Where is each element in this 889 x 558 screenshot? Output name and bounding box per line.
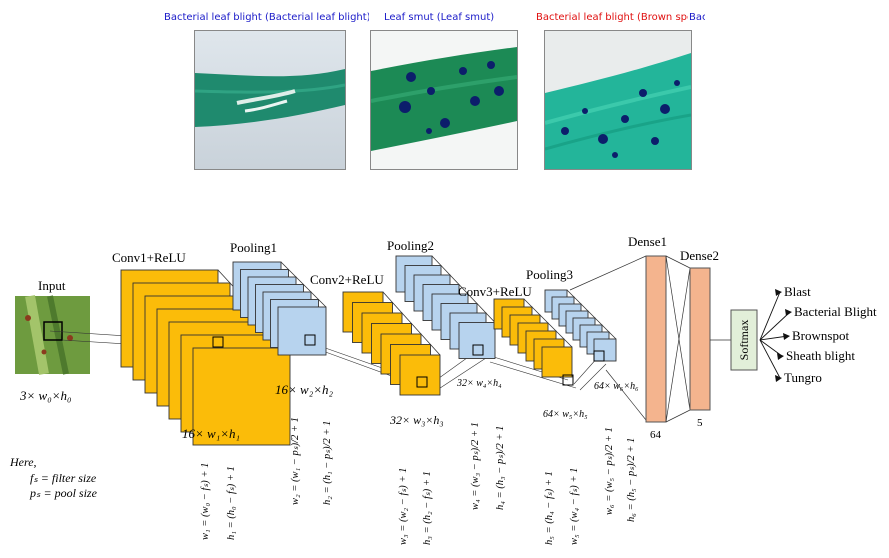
dimension-formula: h₁ = (h₀ − fₛ) + 1 — [226, 466, 237, 540]
legend-here: Here, — [9, 455, 37, 469]
arrowhead-icon — [783, 333, 790, 340]
dimension-formula: w₆ = (w₅ − pₛ)/2 + 1 — [604, 427, 615, 515]
dense1-connector — [569, 255, 647, 291]
pool1-title: Pooling1 — [230, 240, 277, 255]
stack-edge — [431, 255, 496, 323]
dimension-formula: h₅ = (h₄ − fₛ) + 1 — [544, 471, 555, 545]
pool2-stack — [395, 255, 496, 359]
dimension-formula: w₅ = (w₄ − fₛ) + 1 — [569, 468, 580, 545]
softmax-box — [730, 309, 758, 371]
sample-image-bacterial-leaf-blight — [194, 30, 346, 170]
dimension-formulas: w₁ = (w₀ − fₛ) + 1 h₁ = (h₀ − fₛ) + 1 w₂ =… — [200, 417, 637, 545]
input-image — [15, 295, 90, 375]
pool3-stack — [544, 289, 617, 362]
connection-line — [489, 361, 577, 389]
softmax-label: Softmax — [737, 320, 751, 361]
conv2-kernel-box — [416, 376, 428, 388]
conv1-feature-map — [192, 347, 291, 446]
output-arrow — [759, 311, 791, 341]
pool2-kernel-box — [472, 344, 484, 356]
conv2-feature-map — [399, 354, 441, 396]
feature-map-stacks — [120, 255, 617, 446]
conv1-stack — [120, 269, 291, 446]
arrowhead-icon — [785, 309, 792, 316]
pool1-kernel-box — [304, 334, 316, 346]
dense1-connector — [605, 369, 647, 421]
legend-filter-size: fₛ = filter size — [30, 471, 97, 485]
dense-layers — [569, 255, 731, 423]
dense1-size: 64 — [650, 429, 662, 441]
arrowhead-icon — [775, 375, 782, 382]
conv3-stack — [493, 298, 574, 386]
dense-connector — [665, 409, 691, 423]
dimension-formula: w₂ = (w₁ − pₛ)/2 + 1 — [290, 417, 301, 505]
pool2-dim: 32× w₄×h₄ — [456, 378, 502, 389]
dimension-formula: h₄ = (h₃ − pₛ)/2 + 1 — [495, 426, 506, 510]
output-class-label: Blast — [784, 284, 811, 299]
arrowhead-icon — [777, 353, 784, 360]
output-arrow — [759, 339, 783, 357]
conv3-feature-map — [541, 346, 573, 378]
dense-connector — [665, 267, 691, 423]
dense-connector — [665, 255, 691, 269]
conv3-dim: 64× w₅×h₅ — [543, 409, 588, 420]
dense1-title: Dense1 — [628, 234, 667, 249]
pool2-feature-map — [458, 322, 496, 359]
dense2-size: 5 — [697, 417, 703, 429]
sample-caption-2: Leaf smut (Leaf smut) — [384, 12, 495, 23]
pool3-title: Pooling3 — [526, 267, 573, 282]
output-class-label: Tungro — [784, 370, 822, 385]
dense2-block — [689, 267, 711, 411]
legend-pool-size: pₛ = pool size — [29, 486, 98, 500]
output-class-label: Brownspot — [792, 328, 849, 343]
connection-line — [579, 363, 607, 391]
pool1-stack — [232, 261, 327, 356]
dense2-title: Dense2 — [680, 248, 719, 263]
output-class-label: Sheath blight — [786, 348, 855, 363]
sample-caption-3: Bacterial leaf blight (Brown spot) — [536, 12, 688, 23]
connection-line — [433, 357, 487, 393]
output-classes: Blast Bacterial Blight Brownspot Sheath bli… — [759, 284, 877, 385]
conv1-dim: 16× w₁×h₁ — [182, 426, 240, 441]
input-label: Input — [38, 278, 66, 293]
pool3-feature-map — [593, 338, 617, 362]
pool1-dim: 16× w₂×h₂ — [275, 382, 333, 397]
output-arrow — [759, 291, 781, 341]
dimension-formula: w₃ = (w₂ − fₛ) + 1 — [398, 468, 409, 545]
conv2-title: Conv2+ReLU — [310, 272, 384, 287]
pool1-feature-map — [277, 306, 327, 356]
dimension-formula: h₆ = (h₅ − pₛ)/2 + 1 — [626, 438, 637, 522]
dimension-formula: h₂ = (h₁ − pₛ)/2 + 1 — [322, 421, 333, 505]
conv3-kernel-box — [562, 374, 574, 386]
conv1-kernel-box — [212, 336, 224, 348]
stack-edge — [566, 289, 617, 340]
pool2-title: Pooling2 — [387, 238, 434, 253]
dimension-formula: w₁ = (w₀ − fₛ) + 1 — [200, 463, 211, 540]
input-dim-label: 3× w₀×h₀ — [19, 388, 72, 403]
sample-image-leaf-smut — [370, 30, 518, 170]
conv1-title: Conv1+ReLU — [112, 250, 186, 265]
pool3-dim: 64× w₆×h₆ — [594, 381, 639, 392]
output-class-label: Bacterial Blight — [794, 304, 877, 319]
dimension-formula: h₃ = (h₂ − fₛ) + 1 — [422, 471, 433, 545]
sample-image-brown-spot — [544, 30, 692, 170]
conv2-dim: 32× w₃×h₃ — [389, 413, 444, 427]
dense-connector — [665, 255, 691, 411]
arrowhead-icon — [775, 289, 782, 296]
sample-caption-4: Bac — [689, 12, 705, 23]
sample-caption-1: Bacterial leaf blight (Bacterial leaf bl… — [164, 12, 369, 23]
dimension-formula: w₄ = (w₃ − pₛ)/2 + 1 — [470, 422, 481, 510]
pool3-kernel-box — [593, 350, 605, 362]
conv2-stack — [342, 291, 441, 396]
dense1-block — [645, 255, 667, 423]
output-arrow — [759, 335, 789, 341]
output-arrow — [759, 339, 781, 379]
conv3-title: Conv3+ReLU — [458, 284, 532, 299]
